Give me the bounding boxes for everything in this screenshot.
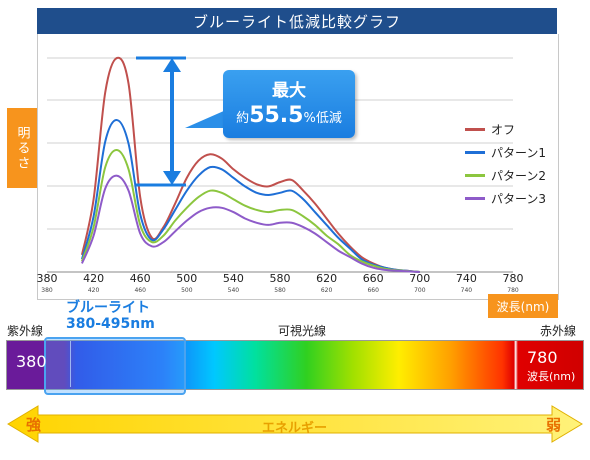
x-tick-label: 780 — [503, 272, 524, 285]
x-tick-label: 540 — [223, 272, 244, 285]
x-tick-label: 660 — [363, 272, 384, 285]
legend-swatch — [465, 174, 485, 177]
x-tick-label: 700 — [409, 272, 430, 285]
x-tick-sublabel: 420 — [88, 287, 100, 294]
energy-arrow — [7, 405, 583, 443]
series-line-オフ — [80, 56, 420, 273]
x-tick-sublabel: 700 — [414, 287, 426, 294]
legend-item: パターン3 — [465, 187, 546, 210]
x-tick-sublabel: 540 — [228, 287, 240, 294]
arrow-head-up — [163, 58, 181, 72]
y-axis-label: 明るさ — [7, 108, 37, 188]
x-axis-ticks: 380 380 420 420 460 460 500 500 540 540 580 580 620 6… — [37, 272, 524, 294]
x-tick-sublabel: 740 — [461, 287, 473, 294]
legend-swatch — [465, 151, 485, 154]
x-tick-sublabel: 620 — [321, 287, 333, 294]
x-tick-sublabel: 500 — [181, 287, 193, 294]
legend-item: パターン1 — [465, 141, 546, 164]
blue-light-highlight — [44, 337, 186, 395]
blue-divider — [70, 341, 71, 387]
blue-light-title: ブルーライト 380-495nm — [66, 300, 155, 332]
legend-label: パターン3 — [491, 192, 547, 206]
energy-weak-label: 弱 — [546, 416, 562, 434]
legend-swatch — [465, 197, 485, 200]
x-axis-label: 波長(nm) — [488, 294, 558, 318]
legend-item: パターン2 — [465, 164, 546, 187]
legend: オフパターン1 パターン2 パターン3 — [465, 118, 546, 210]
spectrum-end-value: 780 — [527, 348, 558, 367]
ultraviolet-label: 紫外線 — [7, 324, 44, 338]
spectrum-start-value: 380 — [16, 352, 47, 371]
spectrum-bar — [6, 340, 584, 390]
x-tick-label: 580 — [270, 272, 291, 285]
callout-pointer — [185, 110, 226, 128]
x-tick-label: 380 — [37, 272, 58, 285]
visible-light-label: 可視光線 — [278, 324, 327, 338]
reduction-arrow — [136, 56, 226, 187]
callout-line1: 最大 — [272, 81, 306, 101]
callout-line2: 約55.5%低減 — [236, 103, 342, 128]
legend-label: パターン2 — [491, 169, 547, 183]
x-tick-label: 500 — [176, 272, 197, 285]
energy-label: エネルギー — [262, 421, 328, 436]
series-line-パターン1 — [80, 119, 420, 273]
series-line-パターン2 — [81, 149, 420, 273]
reduction-callout: 最大 約55.5%低減 — [223, 70, 355, 138]
x-tick-label: 620 — [316, 272, 337, 285]
energy-strong-label: 強 — [26, 416, 42, 434]
legend-item: オフ — [465, 118, 546, 141]
x-tick-label: 420 — [83, 272, 104, 285]
energy-arrow-shape — [7, 405, 583, 443]
x-tick-label: 460 — [130, 272, 151, 285]
x-tick-sublabel: 580 — [274, 287, 286, 294]
x-tick-sublabel: 660 — [367, 287, 379, 294]
series-lines — [80, 56, 420, 273]
legend-label: パターン1 — [491, 146, 547, 160]
x-tick-sublabel: 460 — [134, 287, 146, 294]
line-chart: 380 380 420 420 460 460 500 500 540 540 580 580 620 6… — [37, 56, 524, 294]
arrow-head-down — [163, 171, 181, 185]
legend-swatch — [465, 128, 485, 131]
series-line-パターン3 — [81, 174, 420, 273]
x-tick-sublabel: 780 — [507, 287, 519, 294]
infrared-label: 赤外線 — [540, 324, 577, 338]
x-tick-sublabel: 380 — [41, 287, 53, 294]
spectrum-end-unit: 波長(nm) — [527, 370, 576, 383]
chart-title: ブルーライト低減比較グラフ — [37, 8, 557, 34]
legend-label: オフ — [491, 123, 516, 137]
x-tick-label: 740 — [456, 272, 477, 285]
